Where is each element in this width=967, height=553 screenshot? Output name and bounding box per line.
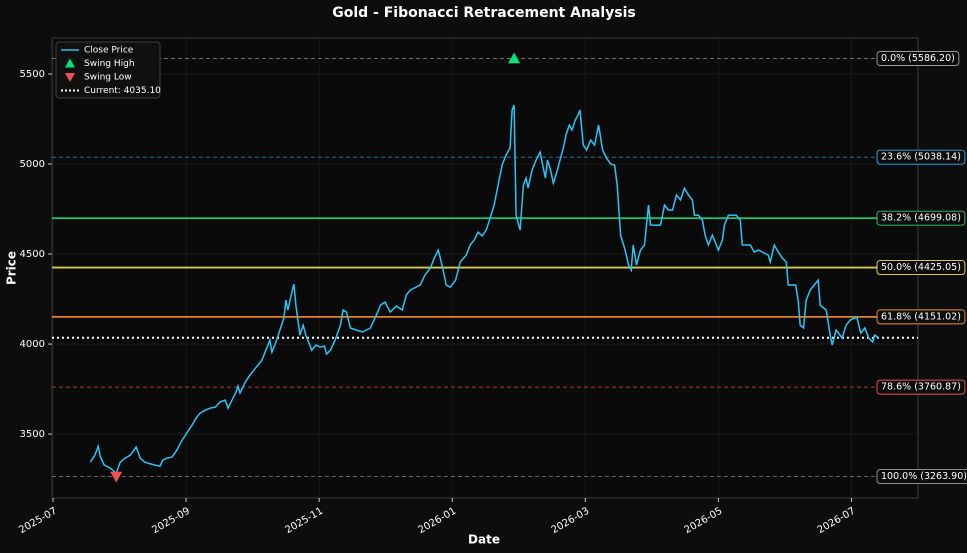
y-axis-label: Price — [5, 251, 19, 285]
fib-level-label: 100.0% (3263.90) — [881, 471, 967, 482]
fib-level-label: 38.2% (4699.08) — [881, 213, 961, 224]
fib-label-box — [876, 379, 966, 395]
chart-title: Gold - Fibonacci Retracement Analysis — [332, 5, 636, 21]
y-tick-label: 4000 — [20, 339, 45, 350]
fib-level-label: 50.0% (4425.05) — [881, 262, 961, 273]
legend-box — [55, 41, 161, 99]
fib-level-label: 0.0% (5586.20) — [881, 53, 955, 64]
fib-label-box — [876, 309, 966, 325]
legend-swatch — [65, 73, 75, 82]
fib-label-box — [876, 51, 960, 66]
legend-label: Swing Low — [84, 73, 132, 83]
swing-low-marker — [110, 471, 123, 483]
fib-label-box — [876, 149, 966, 165]
legend-label: Close Price — [84, 46, 134, 56]
price-line — [89, 104, 880, 475]
fib-label-box — [876, 469, 967, 485]
y-tick-label: 5000 — [20, 159, 45, 170]
fib-label-box — [876, 260, 966, 275]
y-tick-label: 5500 — [20, 69, 45, 80]
y-tick-label: 4500 — [20, 249, 45, 260]
x-axis-label: Date — [468, 533, 500, 547]
fib-level-label: 23.6% (5038.14) — [881, 152, 961, 163]
y-tick-label: 3500 — [20, 429, 45, 440]
fib-level-label: 61.8% (4151.02) — [881, 311, 961, 322]
fib-level-label: 78.6% (3760.87) — [881, 382, 961, 393]
swing-high-marker — [508, 52, 521, 64]
fib-label-box — [876, 210, 966, 226]
legend-label: Current: 4035.10 — [84, 86, 161, 96]
legend-label: Swing High — [84, 59, 135, 69]
legend-swatch — [65, 58, 75, 68]
